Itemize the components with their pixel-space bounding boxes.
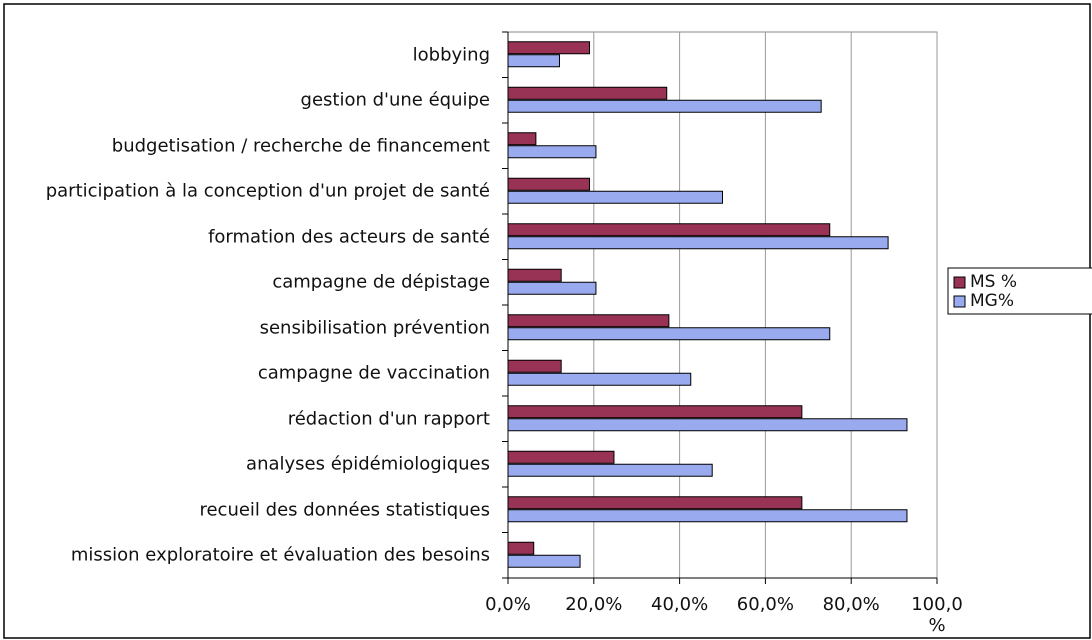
y-tick-label: lobbying <box>412 44 490 66</box>
bar <box>507 496 803 510</box>
x-tick-label: 60,0% <box>736 594 794 615</box>
y-tick-label: recueil des données statistiques <box>199 499 490 521</box>
bar <box>507 281 597 295</box>
bar <box>507 190 723 204</box>
y-tick-label: campagne de dépistage <box>272 271 490 293</box>
bar <box>507 314 670 328</box>
y-tick-label: gestion d'une équipe <box>300 89 490 111</box>
bar <box>507 450 615 464</box>
bar <box>507 268 562 282</box>
y-tick-label: analyses épidémiologiques <box>246 453 490 475</box>
bar <box>507 509 908 523</box>
x-tick-label: 0,0% <box>485 594 531 615</box>
legend-swatch <box>953 276 966 289</box>
bar <box>507 541 535 555</box>
y-tick-label: participation à la conception d'un proje… <box>45 180 490 202</box>
bar <box>507 132 537 146</box>
y-tick-label: budgetisation / recherche de financement <box>111 135 490 157</box>
plot-area <box>507 31 938 579</box>
bar <box>507 554 581 568</box>
bar <box>507 327 831 341</box>
bar <box>507 99 822 113</box>
legend-label: MG% <box>970 291 1014 311</box>
y-tick-label: rédaction d'un rapport <box>287 408 490 430</box>
y-tick-label: sensibilisation prévention <box>259 317 490 339</box>
bar <box>507 145 597 159</box>
y-tick-label: campagne de vaccination <box>257 362 490 384</box>
bar <box>507 41 591 55</box>
bar <box>507 54 560 68</box>
x-tick-label: 100,0 % <box>911 594 963 636</box>
bar <box>507 418 908 432</box>
legend-swatch <box>953 295 966 308</box>
x-tick-label: 20,0% <box>565 594 623 615</box>
bar <box>507 372 692 386</box>
y-tick-label: formation des acteurs de santé <box>208 226 490 248</box>
x-tick-label: 80,0% <box>822 594 880 615</box>
legend-box <box>947 267 1092 315</box>
bar <box>507 177 591 191</box>
chart-border <box>3 3 1091 639</box>
bar <box>507 236 889 250</box>
x-tick-label: 40,0% <box>651 594 709 615</box>
bar <box>507 463 713 477</box>
bar <box>507 359 562 373</box>
bar <box>507 223 831 237</box>
bar <box>507 86 668 100</box>
bar <box>507 405 803 419</box>
legend-label: MS % <box>970 272 1018 292</box>
y-tick-label: mission exploratoire et évaluation des b… <box>70 544 490 566</box>
